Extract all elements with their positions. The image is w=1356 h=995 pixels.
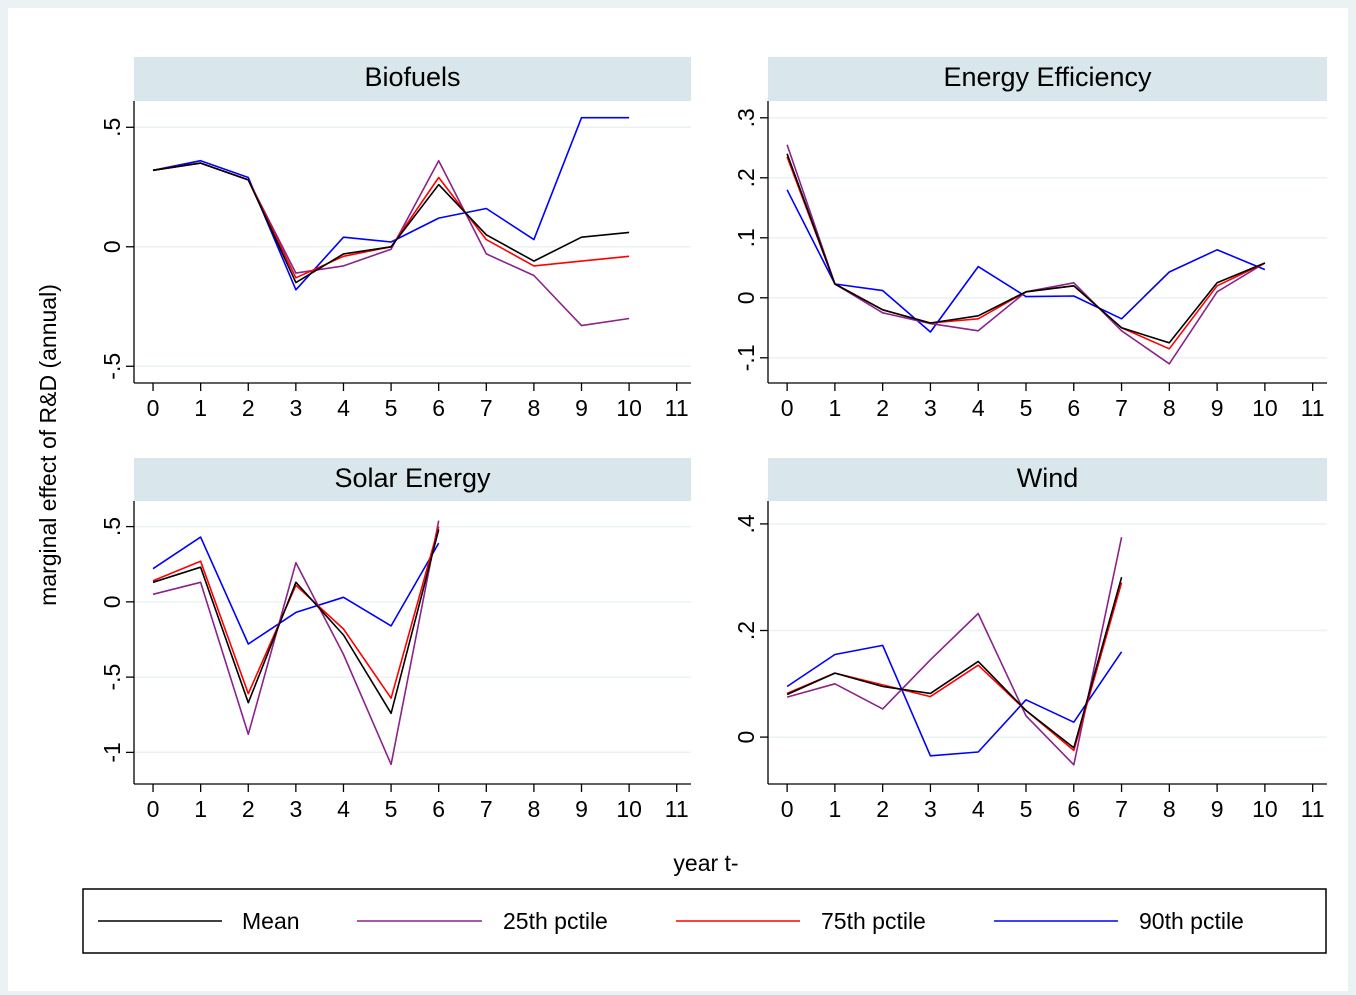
panel-title-wind: Wind	[1017, 463, 1079, 493]
x-tick-label-biofuels-3: 3	[289, 395, 302, 421]
panel-energy-efficiency: Energy Efficiency -.1 0 .1 .2 .3 0 1 2 3 4 5 6 7 8 9 10 1…	[733, 57, 1327, 421]
x-tick-label-wind-3: 3	[924, 796, 937, 822]
x-tick-label-solar-energy-8: 8	[527, 796, 540, 822]
series-line-solar-energy-90th-pctile	[152, 536, 440, 645]
panel-wind: Wind 0 .2 .4 0 1 2 3 4 5 6 7 8 9 10 11	[733, 458, 1327, 822]
series-line-wind-25th-pctile	[786, 537, 1123, 766]
x-tick-label-solar-energy-11: 11	[665, 796, 689, 822]
x-tick-label-wind-1: 1	[828, 796, 841, 822]
panel-header-biofuels	[134, 57, 691, 101]
x-tick-label-energy-efficiency-7: 7	[1115, 395, 1128, 421]
y-tick-label-energy-efficiency-4: .3	[733, 108, 759, 127]
y-tick-label-biofuels-1: 0	[99, 240, 125, 253]
x-tick-label-solar-energy-6: 6	[432, 796, 445, 822]
x-tick-label-biofuels-11: 11	[665, 395, 689, 421]
x-tick-label-wind-7: 7	[1115, 796, 1128, 822]
y-tick-label-wind-0: 0	[733, 731, 759, 744]
x-tick-label-solar-energy-0: 0	[147, 796, 160, 822]
series-line-biofuels-90th-pctile	[152, 116, 630, 291]
x-tick-label-biofuels-0: 0	[147, 395, 160, 421]
x-tick-label-energy-efficiency-6: 6	[1067, 395, 1080, 421]
x-tick-label-biofuels-5: 5	[385, 395, 398, 421]
x-tick-label-energy-efficiency-4: 4	[972, 395, 985, 421]
x-tick-label-biofuels-6: 6	[432, 395, 445, 421]
x-tick-label-biofuels-7: 7	[480, 395, 493, 421]
y-tick-label-biofuels-2: .5	[99, 118, 125, 137]
legend-item-mean: Mean	[98, 908, 300, 934]
series-line-wind-mean	[786, 576, 1123, 749]
x-tick-label-energy-efficiency-11: 11	[1301, 395, 1325, 421]
x-tick-label-solar-energy-4: 4	[337, 796, 350, 822]
x-tick-label-biofuels-9: 9	[575, 395, 588, 421]
x-tick-label-biofuels-4: 4	[337, 395, 350, 421]
x-tick-label-biofuels-1: 1	[194, 395, 207, 421]
x-tick-label-wind-4: 4	[972, 796, 985, 822]
panel-biofuels: Biofuels -.5 0 .5 0 1 2 3 4 5 6 7 8 9 10 11	[99, 57, 691, 421]
panel-title-energy-efficiency: Energy Efficiency	[943, 62, 1152, 92]
x-tick-label-wind-5: 5	[1020, 796, 1033, 822]
series-line-solar-energy-25th-pctile	[152, 520, 440, 766]
legend-label-mean: Mean	[242, 908, 300, 934]
x-tick-label-energy-efficiency-10: 10	[1252, 395, 1278, 421]
y-tick-label-energy-efficiency-2: .1	[733, 228, 759, 247]
x-tick-label-biofuels-2: 2	[242, 395, 255, 421]
y-tick-label-wind-1: .2	[733, 621, 759, 640]
y-tick-label-wind-2: .4	[733, 514, 759, 533]
y-tick-label-energy-efficiency-1: 0	[733, 291, 759, 304]
y-tick-label-energy-efficiency-0: -.1	[733, 344, 759, 371]
x-tick-label-energy-efficiency-8: 8	[1163, 395, 1176, 421]
x-tick-label-solar-energy-7: 7	[480, 796, 493, 822]
y-axis-label: marginal effect of R&D (annual)	[35, 284, 61, 606]
legend-item-25th: 25th pctile	[357, 908, 608, 934]
legend-item-90th: 90th pctile	[994, 908, 1244, 934]
panel-solar-energy: Solar Energy -1 -.5 0 .5 0 1 2 3 4 5 6 7 8 9 10 11	[99, 458, 691, 822]
x-tick-label-wind-9: 9	[1211, 796, 1224, 822]
x-tick-label-solar-energy-3: 3	[289, 796, 302, 822]
series-line-wind-90th-pctile	[786, 644, 1123, 757]
series-line-energy-efficiency-mean	[786, 153, 1266, 344]
series-line-biofuels-mean	[152, 162, 630, 284]
x-tick-label-biofuels-10: 10	[616, 395, 642, 421]
legend-item-75th: 75th pctile	[676, 908, 926, 934]
legend-label-25th: 25th pctile	[503, 908, 608, 934]
x-axis-label: year t-	[673, 850, 738, 876]
legend: Mean 25th pctile 75th pctile 90th pctile	[82, 888, 1327, 954]
x-tick-label-energy-efficiency-9: 9	[1211, 395, 1224, 421]
x-tick-label-wind-11: 11	[1301, 796, 1325, 822]
x-tick-label-wind-0: 0	[781, 796, 794, 822]
y-tick-label-solar-energy-3: .5	[99, 517, 125, 536]
x-tick-label-energy-efficiency-3: 3	[924, 395, 937, 421]
x-tick-label-energy-efficiency-0: 0	[781, 395, 794, 421]
panel-title-biofuels: Biofuels	[364, 62, 460, 92]
x-tick-label-wind-6: 6	[1067, 796, 1080, 822]
panel-header-wind	[768, 458, 1327, 501]
x-tick-label-solar-energy-5: 5	[385, 796, 398, 822]
y-tick-label-biofuels-0: -.5	[99, 353, 125, 380]
x-tick-label-solar-energy-2: 2	[242, 796, 255, 822]
legend-label-90th: 90th pctile	[1139, 908, 1244, 934]
x-tick-label-solar-energy-1: 1	[194, 796, 207, 822]
panel-title-solar-energy: Solar Energy	[334, 463, 491, 493]
x-tick-label-wind-2: 2	[876, 796, 889, 822]
x-tick-label-biofuels-8: 8	[527, 395, 540, 421]
panel-header-energy-efficiency	[768, 57, 1327, 101]
series-line-solar-energy-mean	[152, 529, 440, 715]
x-tick-label-wind-10: 10	[1252, 796, 1278, 822]
x-tick-label-energy-efficiency-5: 5	[1020, 395, 1033, 421]
legend-label-75th: 75th pctile	[821, 908, 926, 934]
y-tick-label-solar-energy-2: 0	[99, 595, 125, 608]
x-tick-label-energy-efficiency-1: 1	[828, 395, 841, 421]
x-tick-label-solar-energy-10: 10	[616, 796, 642, 822]
y-tick-label-solar-energy-0: -1	[99, 742, 125, 762]
y-tick-label-solar-energy-1: -.5	[99, 664, 125, 691]
x-tick-label-energy-efficiency-2: 2	[876, 395, 889, 421]
panel-header-solar-energy	[134, 458, 691, 501]
x-tick-label-wind-8: 8	[1163, 796, 1176, 822]
x-tick-label-solar-energy-9: 9	[575, 796, 588, 822]
series-line-solar-energy-75th-pctile	[152, 526, 440, 700]
y-tick-label-energy-efficiency-3: .2	[733, 168, 759, 187]
series-line-energy-efficiency-90th-pctile	[786, 189, 1266, 333]
